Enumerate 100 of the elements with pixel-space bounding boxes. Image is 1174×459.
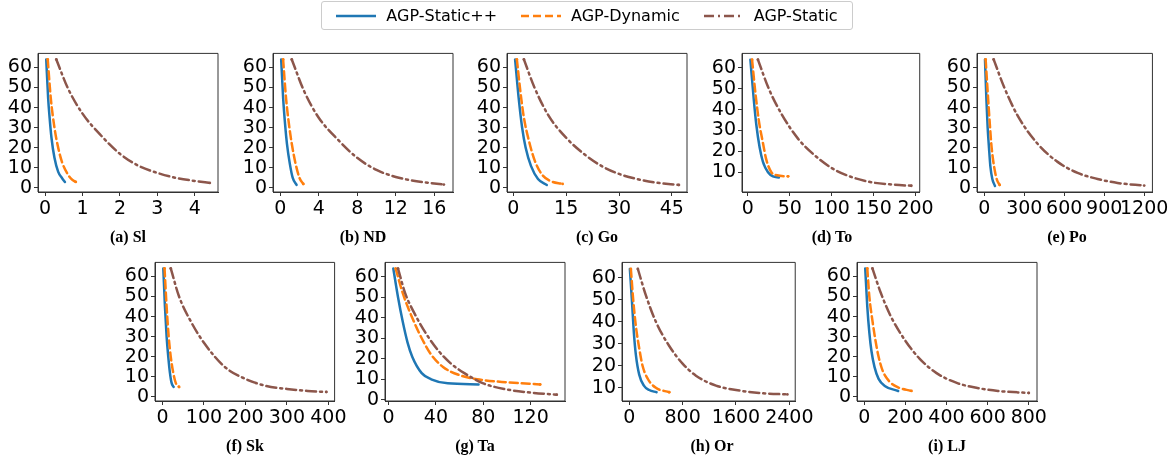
y-tick-label: 40 — [124, 303, 149, 326]
line-series — [513, 58, 549, 187]
y-tick-label: 60 — [354, 263, 379, 286]
line-series — [281, 58, 305, 186]
x-tick-label: 80 — [471, 405, 496, 428]
y-tick-label: 10 — [591, 374, 616, 397]
y-tick-label: 50 — [242, 74, 267, 97]
x-tick-label: 600 — [969, 405, 1006, 428]
line-series — [290, 58, 446, 186]
y-tick-label: 0 — [254, 174, 267, 197]
text: (h) Or — [689, 437, 735, 455]
text: (e) Po — [1046, 228, 1088, 246]
y-tick-label: 30 — [826, 323, 851, 346]
x-tick-label: 300 — [1006, 196, 1043, 219]
x-tick-label: 0 — [741, 196, 754, 219]
x-tick-label: 15 — [554, 196, 579, 219]
y-tick-label: 20 — [591, 352, 616, 375]
x-tick-label: 4 — [188, 196, 201, 219]
y-tick-label: 60 — [476, 54, 501, 77]
line-series — [871, 267, 1031, 395]
line-series — [55, 58, 212, 185]
x-tick-label: 12 — [383, 196, 408, 219]
line-series — [984, 58, 1001, 187]
line-series — [44, 58, 67, 184]
line-series — [279, 58, 298, 187]
x-tick-label: 45 — [659, 196, 684, 219]
y-tick-label: 10 — [476, 154, 501, 177]
x-tick-label: 3 — [151, 196, 164, 219]
legend-label: AGP-Dynamic — [571, 6, 680, 25]
y-tick-label: 40 — [476, 94, 501, 117]
y-tick-label: 50 — [354, 284, 379, 307]
y-tick-label: 60 — [946, 54, 971, 77]
x-tick-label: 30 — [606, 196, 632, 219]
y-tick-label: 50 — [7, 74, 32, 97]
y-tick-label: 30 — [711, 117, 736, 140]
x-tick-label: 300 — [268, 405, 306, 428]
x-tick-label: 0 — [858, 405, 871, 428]
y-tick-label: 60 — [591, 264, 616, 287]
x-tick-label: 0 — [156, 405, 169, 428]
x-tick-label: 150 — [855, 196, 892, 219]
y-tick-label: 40 — [242, 94, 267, 117]
y-tick-label: 30 — [354, 325, 379, 348]
y-tick-label: 40 — [826, 303, 851, 326]
line-series — [163, 267, 181, 389]
y-tick-label: 20 — [476, 134, 501, 157]
y-tick-label: 10 — [354, 366, 379, 389]
x-tick-label: 0 — [507, 196, 520, 219]
text: (a) Sl — [109, 228, 147, 246]
line-series — [522, 58, 681, 187]
y-tick-label: 20 — [242, 134, 267, 157]
y-tick-label: 40 — [354, 304, 379, 327]
x-tick-label: 1 — [76, 196, 89, 219]
y-tick-label: 60 — [826, 263, 851, 286]
x-tick-label: 0 — [623, 405, 636, 428]
y-tick-label: 50 — [476, 74, 501, 97]
line-series — [863, 267, 900, 393]
text: (g) Ta — [454, 437, 496, 455]
y-tick-label: 30 — [591, 330, 616, 353]
text: (i) LJ — [927, 437, 967, 455]
y-tick-label: 20 — [946, 134, 971, 157]
line-series — [392, 267, 480, 386]
y-tick-label: 60 — [242, 54, 267, 77]
y-tick-label: 20 — [711, 138, 736, 161]
y-tick-label: 30 — [476, 114, 501, 137]
x-tick-label: 400 — [928, 405, 965, 428]
x-tick-label: 0 — [978, 196, 991, 219]
y-tick-label: 30 — [7, 114, 32, 137]
y-tick-label: 30 — [124, 323, 149, 346]
y-tick-label: 60 — [7, 54, 32, 77]
y-tick-label: 10 — [711, 159, 736, 182]
text: (b) ND — [338, 228, 388, 246]
y-tick-label: 40 — [946, 94, 971, 117]
x-tick-label: 200 — [887, 405, 924, 428]
y-tick-label: 0 — [136, 383, 149, 406]
y-tick-label: 20 — [7, 134, 32, 157]
y-tick-label: 50 — [124, 283, 149, 306]
x-tick-label: 120 — [512, 405, 549, 428]
y-tick-label: 20 — [826, 343, 851, 366]
x-tick-label: 4 — [312, 196, 325, 219]
y-tick-label: 10 — [7, 154, 32, 177]
y-tick-label: 10 — [946, 154, 971, 177]
x-tick-label: 800 — [664, 405, 701, 428]
line-series — [756, 58, 913, 187]
text: (f) Sk — [225, 437, 265, 455]
y-tick-label: 20 — [124, 343, 149, 366]
x-tick-label: 0 — [39, 196, 52, 219]
line-series — [629, 267, 671, 394]
line-series — [394, 267, 542, 386]
x-tick-label: 0 — [382, 405, 395, 428]
y-tick-label: 40 — [711, 96, 736, 119]
line-series — [162, 267, 175, 389]
x-tick-label: 800 — [1010, 405, 1047, 428]
line-series — [750, 58, 790, 178]
y-tick-label: 40 — [591, 308, 616, 331]
x-tick-label: 2400 — [765, 405, 814, 428]
x-tick-label: 100 — [813, 196, 850, 219]
x-tick-label: 1600 — [711, 405, 761, 428]
x-tick-label: 600 — [1046, 196, 1083, 219]
x-tick-label: 2 — [113, 196, 126, 219]
x-tick-label: 40 — [423, 405, 449, 428]
